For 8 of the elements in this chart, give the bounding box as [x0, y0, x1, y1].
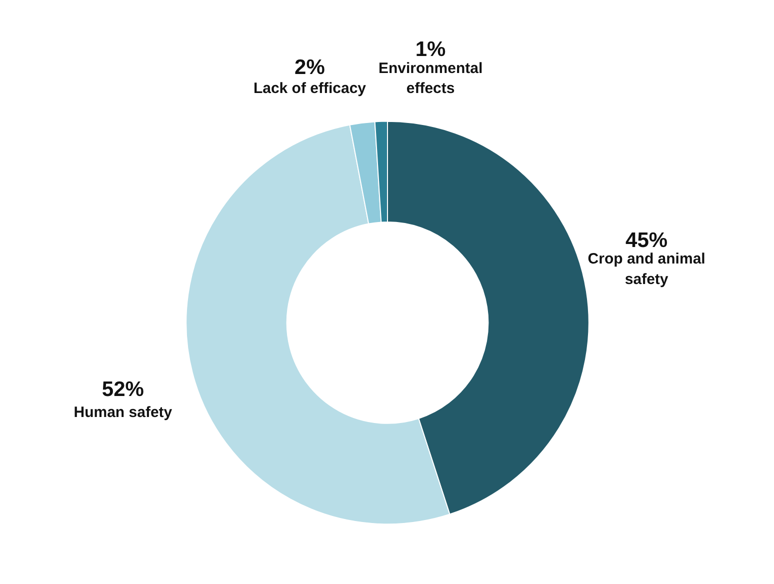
slice-label: Environmental effects: [378, 60, 483, 98]
data-label: 45%: [626, 229, 668, 252]
data-label: 2%: [294, 56, 326, 80]
slice-label: Crop and animal safety: [588, 250, 706, 288]
data-label: 1%: [415, 38, 446, 62]
slice-label: Human safety: [74, 404, 173, 421]
data-label: 52%: [102, 378, 144, 401]
slice-label: Lack of efficacy: [253, 80, 367, 98]
